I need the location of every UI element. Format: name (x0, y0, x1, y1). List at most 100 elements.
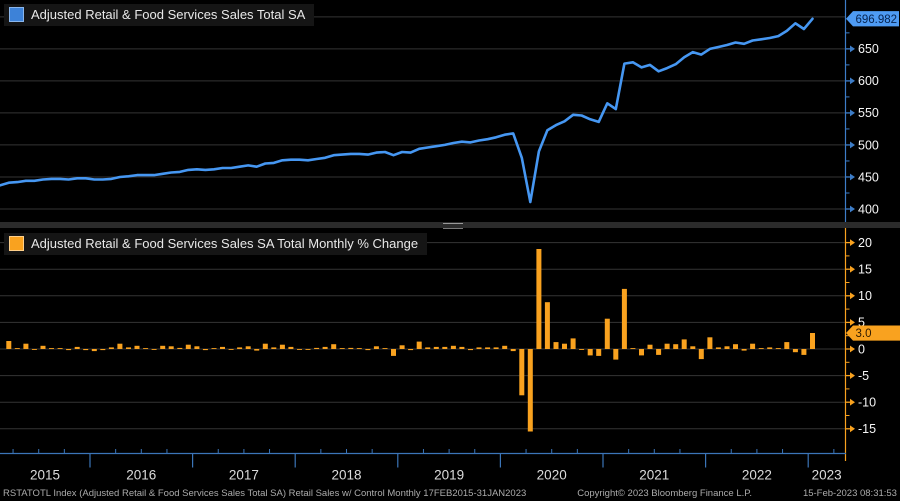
bar (91, 349, 97, 352)
bar (792, 349, 798, 353)
bar (108, 347, 114, 349)
bar (288, 346, 294, 349)
bar (31, 349, 37, 350)
bar (596, 349, 602, 356)
bar (271, 347, 277, 349)
bar (117, 343, 123, 349)
top-legend[interactable]: Adjusted Retail & Food Services Sales To… (4, 4, 315, 26)
bar (784, 342, 790, 349)
bar (57, 348, 63, 349)
bottom-legend-label: Adjusted Retail & Food Services Sales SA… (31, 236, 419, 251)
bar (690, 346, 696, 349)
bar (639, 349, 644, 356)
tick-arrow-icon (850, 345, 855, 353)
bar (621, 288, 627, 349)
bar (339, 348, 345, 349)
bar (279, 344, 285, 349)
x-axis-year-label: 2023 (812, 468, 842, 483)
bar (211, 348, 217, 349)
line-series-swatch-icon (9, 7, 24, 22)
bar (262, 343, 268, 349)
bar (459, 346, 465, 349)
top-legend-label: Adjusted Retail & Food Services Sales To… (31, 7, 306, 22)
bar (425, 347, 431, 349)
y-axis-label: 550 (858, 106, 879, 120)
bar (476, 347, 482, 349)
bar (382, 348, 388, 349)
x-axis-year-label: 2018 (331, 468, 361, 483)
bar (741, 349, 747, 351)
bar (630, 348, 636, 349)
bar (613, 349, 619, 360)
y-axis-label: 15 (858, 263, 872, 277)
bar (750, 343, 756, 349)
bar (664, 343, 670, 349)
y-axis-label: 5 (858, 316, 865, 330)
tick-arrow-icon (850, 239, 855, 246)
bar (202, 349, 208, 351)
bar (724, 346, 730, 349)
bottom-legend[interactable]: Adjusted Retail & Food Services Sales SA… (4, 233, 428, 255)
y-axis-label: -10 (858, 396, 876, 410)
bar (83, 349, 89, 351)
bar (570, 338, 576, 349)
tick-arrow-icon (850, 319, 855, 326)
x-axis-year-label: 2022 (742, 468, 772, 483)
x-axis-year-label: 2015 (30, 468, 60, 483)
bar (502, 345, 508, 349)
tick-arrow-icon (850, 141, 855, 149)
price-line-chart-panel[interactable]: 400 450 500 550 600 650 696.982 (0, 0, 900, 222)
splitter-grip-icon (443, 223, 463, 229)
bar (74, 346, 80, 349)
bar (775, 348, 781, 349)
bar (715, 347, 721, 349)
y-axis-label: 600 (858, 74, 879, 88)
tick-arrow-icon (850, 205, 855, 213)
x-axis-year-label: 2019 (434, 468, 464, 483)
x-axis-year-label: 2021 (639, 468, 669, 483)
bar (331, 344, 337, 349)
bar (698, 349, 704, 360)
last-value-label: 696.982 (856, 14, 898, 26)
panel-splitter[interactable] (0, 222, 900, 229)
status-bar: RSTATOTL Index (Adjusted Retail & Food S… (0, 486, 900, 501)
bar (553, 342, 559, 349)
bar-series-swatch-icon (9, 236, 24, 251)
bar (681, 339, 687, 349)
timestamp: 15-Feb-2023 08:31:53 (802, 488, 897, 499)
bar (228, 349, 234, 350)
bar (416, 341, 422, 349)
bar (810, 333, 815, 349)
bar (758, 348, 764, 349)
bar (23, 343, 29, 349)
bar (510, 349, 516, 352)
bar (544, 302, 550, 349)
y-axis-label: 0 (858, 342, 865, 356)
bar (373, 346, 379, 349)
bar (40, 345, 46, 349)
bar (126, 347, 131, 349)
x-axis-year-label: 2016 (126, 468, 156, 483)
bar (314, 347, 320, 349)
tick-arrow-icon (850, 398, 855, 406)
bar (408, 349, 414, 351)
last-value-badge (846, 11, 899, 27)
bar (134, 345, 140, 349)
bar (194, 346, 200, 349)
tick-arrow-icon (850, 372, 855, 379)
bar (673, 344, 679, 349)
bar (100, 349, 106, 351)
bar (527, 349, 533, 432)
bar (185, 344, 191, 349)
y-axis-label: 450 (858, 170, 879, 184)
tick-arrow-icon (850, 292, 855, 300)
bar (6, 341, 12, 349)
tick-arrow-icon (850, 45, 855, 53)
bar (177, 347, 183, 349)
bar (468, 349, 473, 351)
tick-arrow-icon (850, 109, 855, 117)
bar (297, 349, 302, 350)
bar (66, 349, 72, 351)
bar (707, 337, 713, 349)
